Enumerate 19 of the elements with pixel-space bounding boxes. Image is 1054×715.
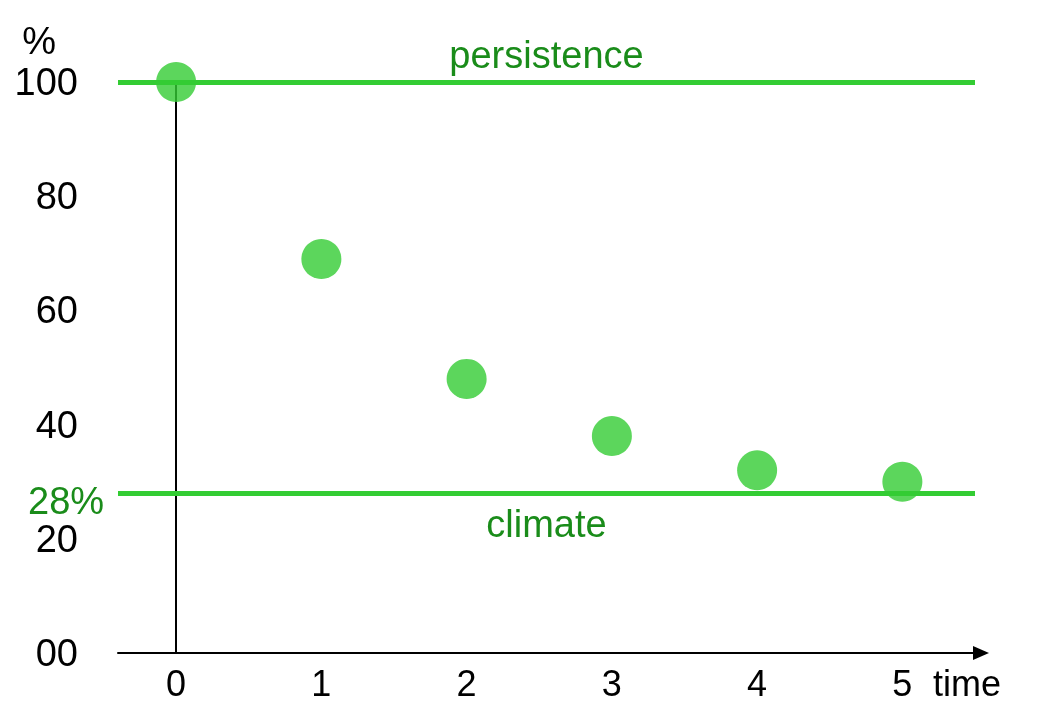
ref-line-label: persistence [449, 34, 644, 76]
x-tick-label: 2 [456, 662, 477, 704]
x-axis-title: time [933, 662, 1002, 704]
y-axis-title: % [22, 20, 57, 62]
point [301, 239, 342, 279]
y-tick-label: 100 [14, 61, 78, 103]
y-tick-label: 80 [35, 175, 78, 218]
point [591, 416, 632, 457]
x-tick-label: 0 [166, 662, 187, 704]
y-tick-label: 00 [35, 632, 78, 674]
y-tick-label: 60 [35, 289, 78, 332]
x-tick-label: 4 [747, 662, 768, 704]
ref-line-label: climate [486, 503, 607, 546]
x-tick-label: 3 [601, 662, 622, 704]
point [446, 358, 487, 399]
x-tick-label: 5 [892, 662, 913, 704]
point [737, 450, 778, 491]
x-tick-label: 1 [311, 662, 332, 704]
y-tick-label: 40 [35, 403, 78, 446]
